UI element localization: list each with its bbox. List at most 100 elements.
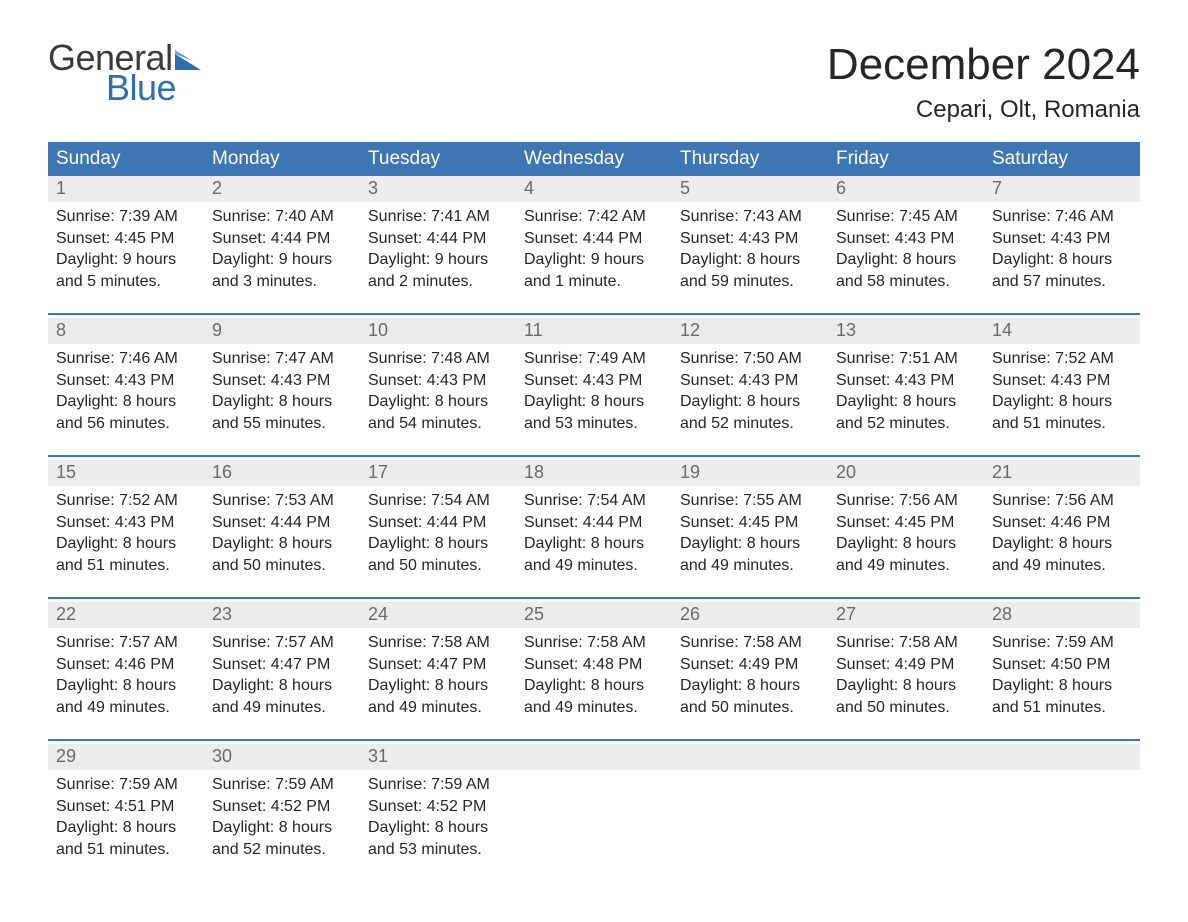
calendar-day-cell: [516, 744, 672, 882]
sunrise-line: Sunrise: 7:59 AM: [992, 632, 1132, 654]
day-number: 27: [828, 602, 984, 628]
sunset-line: Sunset: 4:44 PM: [524, 512, 664, 534]
calendar-day-cell: [828, 744, 984, 882]
daylight-line: Daylight: 8 hours and 50 minutes.: [836, 675, 976, 718]
sunset-line: Sunset: 4:47 PM: [368, 654, 508, 676]
calendar-day-cell: 22Sunrise: 7:57 AMSunset: 4:46 PMDayligh…: [48, 602, 204, 740]
day-body: Sunrise: 7:57 AMSunset: 4:46 PMDaylight:…: [48, 628, 204, 726]
sunrise-line: Sunrise: 7:58 AM: [680, 632, 820, 654]
daylight-line: Daylight: 8 hours and 50 minutes.: [212, 533, 352, 576]
day-number: 19: [672, 460, 828, 486]
daylight-line: Daylight: 8 hours and 52 minutes.: [836, 391, 976, 434]
sunrise-line: Sunrise: 7:55 AM: [680, 490, 820, 512]
day-number: 23: [204, 602, 360, 628]
calendar-day-cell: 8Sunrise: 7:46 AMSunset: 4:43 PMDaylight…: [48, 318, 204, 456]
sunrise-line: Sunrise: 7:51 AM: [836, 348, 976, 370]
day-number: 31: [360, 744, 516, 770]
daylight-line: Daylight: 8 hours and 53 minutes.: [368, 817, 508, 860]
calendar-day-cell: [672, 744, 828, 882]
sunrise-line: Sunrise: 7:56 AM: [836, 490, 976, 512]
calendar-day-cell: 10Sunrise: 7:48 AMSunset: 4:43 PMDayligh…: [360, 318, 516, 456]
day-number: 15: [48, 460, 204, 486]
daylight-line: Daylight: 8 hours and 50 minutes.: [680, 675, 820, 718]
sunset-line: Sunset: 4:43 PM: [56, 512, 196, 534]
day-number: 25: [516, 602, 672, 628]
day-number: 22: [48, 602, 204, 628]
calendar-day-cell: 3Sunrise: 7:41 AMSunset: 4:44 PMDaylight…: [360, 176, 516, 314]
calendar-week-row: 15Sunrise: 7:52 AMSunset: 4:43 PMDayligh…: [48, 460, 1140, 598]
day-number: 3: [360, 176, 516, 202]
sunrise-line: Sunrise: 7:59 AM: [368, 774, 508, 796]
weekday-header: Friday: [828, 142, 984, 176]
day-number: 13: [828, 318, 984, 344]
calendar-day-cell: 25 Sunrise: 7:58 AMSunset: 4:48 PMDayligh…: [516, 602, 672, 740]
sunrise-line: Sunrise: 7:56 AM: [992, 490, 1132, 512]
sunset-line: Sunset: 4:51 PM: [56, 796, 196, 818]
sunset-line: Sunset: 4:43 PM: [992, 370, 1132, 392]
day-body: Sunrise: 7:43 AMSunset: 4:43 PMDaylight:…: [672, 202, 828, 300]
day-body: Sunrise: 7:51 AMSunset: 4:43 PMDaylight:…: [828, 344, 984, 442]
day-number: 2: [204, 176, 360, 202]
daylight-line: Daylight: 8 hours and 49 minutes.: [524, 675, 664, 718]
daylight-line: Daylight: 8 hours and 53 minutes.: [524, 391, 664, 434]
calendar-week-row: 22Sunrise: 7:57 AMSunset: 4:46 PMDayligh…: [48, 602, 1140, 740]
sunrise-line: Sunrise: 7:58 AM: [524, 632, 664, 654]
sunset-line: Sunset: 4:45 PM: [836, 512, 976, 534]
day-body: Sunrise: 7:56 AMSunset: 4:46 PMDaylight:…: [984, 486, 1140, 584]
day-body: Sunrise: 7:59 AMSunset: 4:50 PMDaylight:…: [984, 628, 1140, 726]
sunset-line: Sunset: 4:45 PM: [56, 228, 196, 250]
daylight-line: Daylight: 8 hours and 54 minutes.: [368, 391, 508, 434]
sunrise-line: Sunrise: 7:58 AM: [836, 632, 976, 654]
calendar-day-cell: 23Sunrise: 7:57 AMSunset: 4:47 PMDayligh…: [204, 602, 360, 740]
calendar-week-row: 29Sunrise: 7:59 AMSunset: 4:51 PMDayligh…: [48, 744, 1140, 882]
day-number: 14: [984, 318, 1140, 344]
calendar-day-cell: 14Sunrise: 7:52 AMSunset: 4:43 PMDayligh…: [984, 318, 1140, 456]
daylight-line: Daylight: 8 hours and 51 minutes.: [56, 533, 196, 576]
weekday-header: Monday: [204, 142, 360, 176]
day-body: Sunrise: 7:58 AMSunset: 4:47 PMDaylight:…: [360, 628, 516, 726]
sunset-line: Sunset: 4:44 PM: [212, 228, 352, 250]
daylight-line: Daylight: 8 hours and 49 minutes.: [992, 533, 1132, 576]
sunset-line: Sunset: 4:48 PM: [524, 654, 664, 676]
day-body: Sunrise: 7:59 AMSunset: 4:51 PMDaylight:…: [48, 770, 204, 868]
sunset-line: Sunset: 4:43 PM: [836, 370, 976, 392]
day-body: Sunrise: 7:40 AMSunset: 4:44 PMDaylight:…: [204, 202, 360, 300]
daylight-line: Daylight: 8 hours and 51 minutes.: [992, 391, 1132, 434]
calendar-day-cell: 28Sunrise: 7:59 AMSunset: 4:50 PMDayligh…: [984, 602, 1140, 740]
sunset-line: Sunset: 4:46 PM: [992, 512, 1132, 534]
sunrise-line: Sunrise: 7:58 AM: [368, 632, 508, 654]
sunset-line: Sunset: 4:50 PM: [992, 654, 1132, 676]
daylight-line: Daylight: 8 hours and 56 minutes.: [56, 391, 196, 434]
day-body: Sunrise: 7:52 AMSunset: 4:43 PMDaylight:…: [984, 344, 1140, 442]
day-number: 9: [204, 318, 360, 344]
calendar-day-cell: 31Sunrise: 7:59 AMSunset: 4:52 PMDayligh…: [360, 744, 516, 882]
sunset-line: Sunset: 4:46 PM: [56, 654, 196, 676]
sunrise-line: Sunrise: 7:59 AM: [212, 774, 352, 796]
location-subtitle: Cepari, Olt, Romania: [827, 96, 1140, 124]
day-number: 7: [984, 176, 1140, 202]
day-body: Sunrise: 7:57 AMSunset: 4:47 PMDaylight:…: [204, 628, 360, 726]
day-body: Sunrise: 7:46 AMSunset: 4:43 PMDaylight:…: [984, 202, 1140, 300]
calendar-day-cell: 12Sunrise: 7:50 AMSunset: 4:43 PMDayligh…: [672, 318, 828, 456]
sunset-line: Sunset: 4:44 PM: [368, 228, 508, 250]
sunrise-line: Sunrise: 7:53 AM: [212, 490, 352, 512]
sunset-line: Sunset: 4:49 PM: [836, 654, 976, 676]
sunset-line: Sunset: 4:52 PM: [212, 796, 352, 818]
calendar-day-cell: 19Sunrise: 7:55 AMSunset: 4:45 PMDayligh…: [672, 460, 828, 598]
weekday-header: Tuesday: [360, 142, 516, 176]
day-body: Sunrise: 7:47 AMSunset: 4:43 PMDaylight:…: [204, 344, 360, 442]
sunrise-line: Sunrise: 7:57 AM: [212, 632, 352, 654]
calendar-day-cell: 24Sunrise: 7:58 AMSunset: 4:47 PMDayligh…: [360, 602, 516, 740]
day-number: 17: [360, 460, 516, 486]
weekday-header: Sunday: [48, 142, 204, 176]
calendar-week-row: 1Sunrise: 7:39 AMSunset: 4:45 PMDaylight…: [48, 176, 1140, 314]
calendar-day-cell: 4Sunrise: 7:42 AMSunset: 4:44 PMDaylight…: [516, 176, 672, 314]
day-body: Sunrise: 7:42 AMSunset: 4:44 PMDaylight:…: [516, 202, 672, 300]
daylight-line: Daylight: 8 hours and 49 minutes.: [212, 675, 352, 718]
sunset-line: Sunset: 4:43 PM: [992, 228, 1132, 250]
calendar-day-cell: 16Sunrise: 7:53 AMSunset: 4:44 PMDayligh…: [204, 460, 360, 598]
day-number: 21: [984, 460, 1140, 486]
sunset-line: Sunset: 4:43 PM: [524, 370, 664, 392]
day-body: Sunrise: 7:52 AMSunset: 4:43 PMDaylight:…: [48, 486, 204, 584]
page-header: General Blue December 2024 Cepari, Olt, …: [48, 40, 1140, 124]
